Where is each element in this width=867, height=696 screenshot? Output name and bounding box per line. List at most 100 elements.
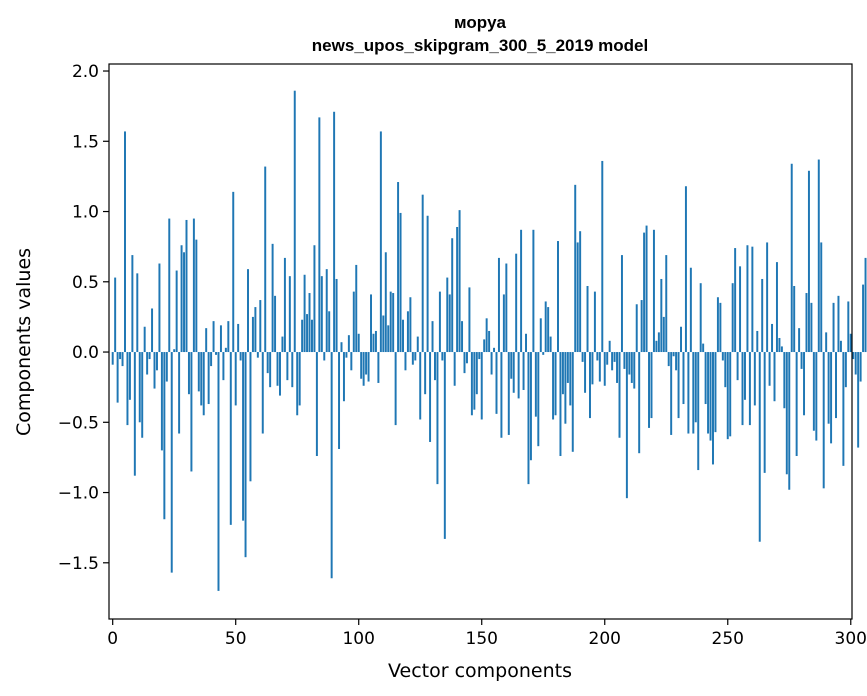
bar-81 [310, 319, 313, 353]
bar-306 [864, 257, 867, 353]
bar-19 [158, 263, 161, 353]
bar-295 [837, 295, 840, 353]
bar-195 [591, 352, 594, 385]
bar-153 [488, 330, 491, 353]
bar-47 [227, 321, 230, 353]
bar-63 [266, 352, 269, 374]
bar-246 [716, 297, 719, 353]
bar-99 [355, 264, 358, 353]
bar-98 [352, 291, 355, 353]
bar-136 [446, 277, 449, 353]
bar-297 [842, 352, 845, 466]
bar-172 [534, 352, 537, 417]
bar-279 [798, 328, 801, 353]
bar-291 [827, 352, 830, 424]
bar-224 [662, 316, 665, 353]
bar-285 [812, 352, 815, 431]
bar-198 [598, 352, 601, 382]
x-axis-label: Vector components [388, 660, 572, 682]
bar-174 [539, 318, 542, 353]
bar-197 [596, 352, 599, 361]
bar-134 [441, 352, 444, 361]
bar-123 [414, 352, 417, 361]
bar-158 [500, 352, 503, 438]
bar-222 [657, 332, 660, 353]
bar-120 [406, 311, 409, 353]
bar-301 [852, 352, 855, 360]
bar-28 [180, 245, 183, 353]
bar-4 [121, 352, 124, 367]
bar-90 [333, 111, 336, 353]
bar-22 [165, 352, 168, 382]
bar-293 [832, 302, 835, 353]
y-tick-label: 1.5 [72, 132, 99, 152]
x-tick-label: 50 [225, 629, 247, 649]
bar-216 [643, 232, 646, 353]
bar-167 [522, 352, 525, 390]
bar-122 [411, 352, 414, 365]
bar-233 [684, 186, 687, 353]
bar-106 [372, 333, 375, 353]
bar-51 [237, 323, 240, 353]
bar-162 [510, 352, 513, 379]
bar-302 [854, 352, 857, 375]
bar-160 [505, 263, 508, 353]
x-tick-label: 300 [835, 629, 867, 649]
bar-9 [133, 352, 136, 476]
bar-257 [743, 352, 746, 400]
y-axis-ticks: −1.5 −1.0 −0.5 0.0 0.5 1.0 1.5 2.0 [58, 62, 109, 574]
bar-179 [552, 352, 555, 420]
bar-284 [810, 302, 813, 353]
bar-268 [771, 323, 774, 353]
bar-43 [217, 352, 220, 591]
bar-280 [800, 352, 803, 369]
bar-140 [456, 226, 459, 353]
bar-250 [726, 352, 729, 440]
bar-125 [419, 352, 422, 420]
bar-138 [451, 238, 454, 353]
bar-30 [185, 219, 188, 353]
bar-151 [483, 339, 486, 353]
bar-114 [392, 293, 395, 353]
bar-118 [402, 319, 404, 353]
bar-218 [648, 352, 651, 428]
bar-282 [805, 293, 808, 353]
bar-74 [293, 90, 296, 353]
bar-278 [795, 352, 798, 457]
bar-263 [758, 352, 761, 542]
bar-264 [761, 278, 764, 353]
bar-92 [338, 352, 341, 449]
bar-59 [256, 352, 259, 358]
bar-79 [306, 314, 309, 353]
bar-116 [397, 182, 400, 353]
bar-304 [859, 352, 862, 382]
bar-183 [561, 352, 564, 395]
bar-161 [507, 352, 510, 435]
x-tick-label: 0 [107, 629, 118, 649]
bar-184 [564, 352, 567, 424]
bar-83 [315, 352, 318, 457]
bar-78 [303, 274, 306, 353]
bar-277 [793, 286, 796, 353]
bar-85 [320, 276, 323, 353]
bars-group [111, 90, 867, 591]
bar-20 [160, 352, 163, 451]
bar-21 [163, 352, 166, 520]
bar-288 [820, 242, 823, 353]
bar-181 [557, 241, 559, 353]
bar-113 [389, 291, 392, 353]
bar-152 [485, 318, 488, 353]
bar-159 [502, 294, 505, 353]
bar-112 [387, 325, 390, 353]
bar-225 [665, 255, 668, 353]
bar-70 [283, 257, 286, 353]
bar-173 [537, 352, 540, 447]
bar-253 [734, 248, 737, 353]
bar-249 [724, 352, 727, 388]
bar-76 [298, 352, 301, 406]
bar-232 [682, 352, 685, 405]
bar-175 [542, 352, 545, 355]
bar-200 [603, 352, 606, 386]
bar-103 [365, 352, 368, 375]
